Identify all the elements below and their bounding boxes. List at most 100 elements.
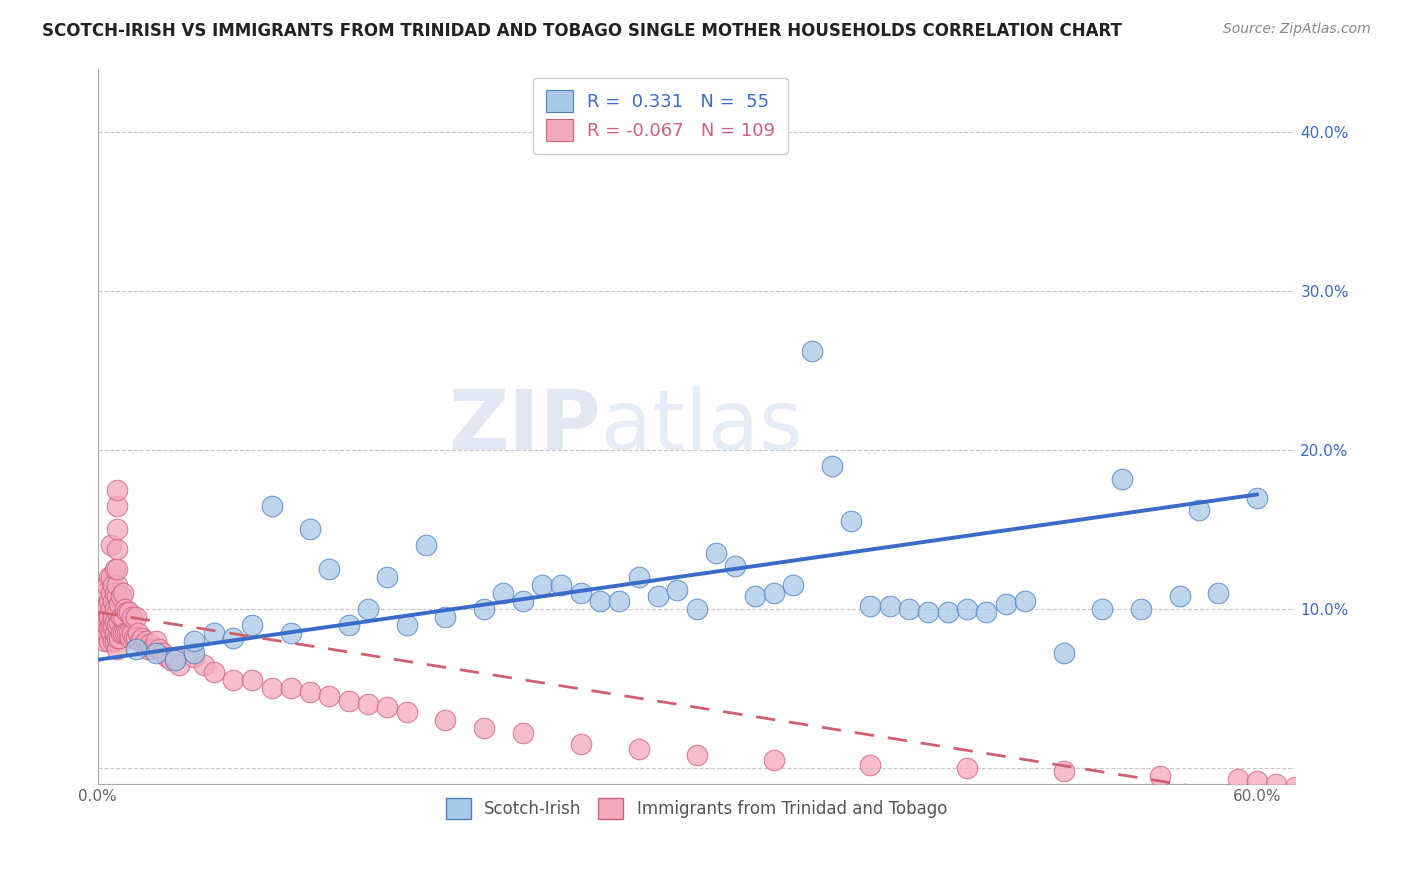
Point — [1246, 491, 1268, 505]
Point — [94, 586, 117, 600]
Point — [395, 617, 418, 632]
Point — [607, 594, 630, 608]
Point — [105, 589, 128, 603]
Point — [96, 610, 118, 624]
Point — [415, 538, 437, 552]
Point — [104, 586, 127, 600]
Point — [104, 633, 127, 648]
Point — [492, 586, 515, 600]
Point — [94, 633, 117, 648]
Point — [879, 599, 901, 613]
Point — [127, 625, 149, 640]
Text: atlas: atlas — [600, 385, 803, 467]
Point — [898, 602, 921, 616]
Point — [744, 589, 766, 603]
Point — [132, 637, 155, 651]
Point — [163, 653, 186, 667]
Point — [222, 673, 245, 688]
Point — [685, 748, 707, 763]
Point — [956, 602, 979, 616]
Point — [129, 633, 152, 648]
Point — [115, 625, 138, 640]
Point — [337, 694, 360, 708]
Point — [318, 690, 340, 704]
Point — [666, 582, 689, 597]
Point — [1168, 589, 1191, 603]
Point — [121, 625, 143, 640]
Point — [202, 665, 225, 680]
Point — [357, 698, 380, 712]
Point — [105, 562, 128, 576]
Point — [105, 617, 128, 632]
Point — [839, 515, 862, 529]
Point — [100, 617, 122, 632]
Point — [1111, 472, 1133, 486]
Point — [117, 605, 139, 619]
Point — [377, 700, 399, 714]
Point — [120, 631, 142, 645]
Point — [98, 621, 121, 635]
Point — [222, 631, 245, 645]
Point — [512, 726, 534, 740]
Point — [240, 617, 263, 632]
Point — [280, 681, 302, 696]
Text: ZIP: ZIP — [449, 385, 600, 467]
Point — [125, 610, 148, 624]
Point — [801, 344, 824, 359]
Point — [936, 605, 959, 619]
Text: SCOTCH-IRISH VS IMMIGRANTS FROM TRINIDAD AND TOBAGO SINGLE MOTHER HOUSEHOLDS COR: SCOTCH-IRISH VS IMMIGRANTS FROM TRINIDAD… — [42, 22, 1122, 40]
Point — [434, 610, 457, 624]
Point — [156, 649, 179, 664]
Point — [93, 602, 115, 616]
Point — [98, 610, 121, 624]
Point — [1014, 594, 1036, 608]
Point — [101, 617, 124, 632]
Point — [101, 633, 124, 648]
Point — [108, 615, 131, 629]
Point — [94, 610, 117, 624]
Point — [108, 631, 131, 645]
Point — [105, 541, 128, 556]
Point — [395, 705, 418, 719]
Point — [135, 633, 157, 648]
Point — [1129, 602, 1152, 616]
Point — [96, 602, 118, 616]
Point — [299, 684, 322, 698]
Point — [782, 578, 804, 592]
Point — [98, 570, 121, 584]
Point — [110, 610, 132, 624]
Point — [1206, 586, 1229, 600]
Point — [100, 625, 122, 640]
Point — [685, 602, 707, 616]
Point — [193, 657, 215, 672]
Point — [167, 657, 190, 672]
Point — [163, 649, 186, 664]
Point — [647, 589, 669, 603]
Point — [131, 631, 153, 645]
Point — [90, 617, 112, 632]
Point — [105, 641, 128, 656]
Point — [93, 625, 115, 640]
Point — [434, 713, 457, 727]
Point — [121, 610, 143, 624]
Point — [1052, 764, 1074, 778]
Point — [100, 570, 122, 584]
Point — [114, 602, 136, 616]
Point — [104, 625, 127, 640]
Point — [100, 586, 122, 600]
Point — [96, 578, 118, 592]
Point — [111, 625, 134, 640]
Point — [124, 631, 146, 645]
Point — [101, 594, 124, 608]
Point — [105, 523, 128, 537]
Point — [111, 586, 134, 600]
Point — [111, 610, 134, 624]
Point — [100, 538, 122, 552]
Point — [160, 653, 183, 667]
Point — [821, 458, 844, 473]
Point — [917, 605, 939, 619]
Point — [337, 617, 360, 632]
Point — [110, 589, 132, 603]
Point — [96, 625, 118, 640]
Point — [125, 641, 148, 656]
